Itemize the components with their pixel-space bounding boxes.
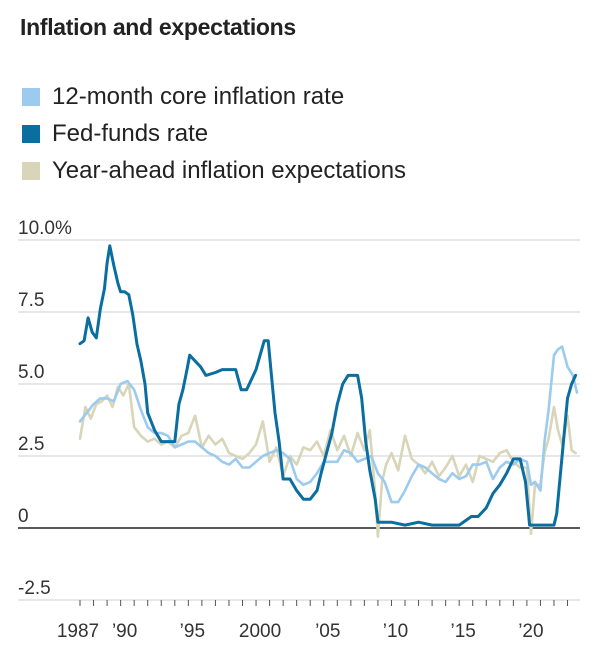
legend-item-core-inflation: 12-month core inflation rate [22, 78, 406, 115]
legend-swatch-expectations [22, 161, 40, 180]
x-tick-label: ’10 [383, 621, 408, 642]
x-tick-label: ’95 [180, 621, 205, 642]
legend-label-fed-funds: Fed-funds rate [52, 119, 209, 147]
series-line-fed-funds-rate [78, 244, 578, 527]
legend-item-fed-funds: Fed-funds rate [22, 115, 406, 152]
chart-legend: 12-month core inflation rate Fed-funds r… [22, 78, 406, 189]
y-tick-label: 5.0 [18, 362, 44, 383]
chart-title: Inflation and expectations [20, 14, 296, 40]
series-line-12-month-core-inflation-rate [78, 345, 579, 504]
y-tick-label: 7.5 [18, 290, 44, 311]
legend-swatch-fed-funds [22, 124, 40, 143]
x-tick-label: 2000 [239, 621, 281, 642]
y-tick-label: 2.5 [18, 434, 44, 455]
x-tick-label: ’90 [112, 621, 137, 642]
legend-label-expectations: Year-ahead inflation expectations [52, 156, 407, 184]
x-tick-label: ’05 [315, 621, 340, 642]
legend-swatch-core-inflation [22, 87, 40, 106]
y-tick-label: 10.0% [18, 218, 72, 239]
legend-label-core-inflation: 12-month core inflation rate [52, 82, 345, 110]
legend-item-expectations: Year-ahead inflation expectations [22, 152, 406, 189]
x-tick-label: ’20 [518, 621, 543, 642]
series-line-year-ahead-inflation-expectations [78, 382, 577, 538]
y-tick-label: 0 [18, 506, 29, 527]
x-tick-label: 1987 [57, 621, 99, 642]
x-tick-label: ’15 [451, 621, 476, 642]
y-tick-label: -2.5 [18, 578, 51, 599]
